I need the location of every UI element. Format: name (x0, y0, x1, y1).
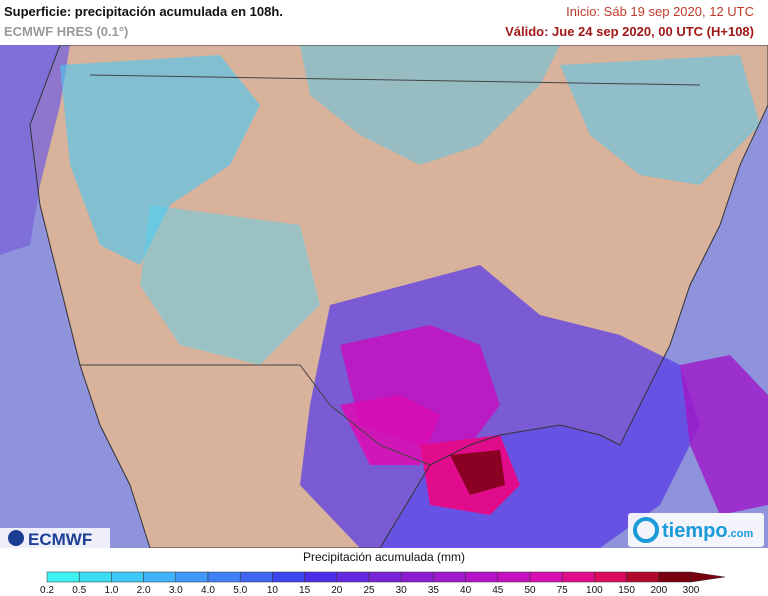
legend-label: 25 (363, 585, 375, 596)
color-segment (497, 571, 531, 583)
color-segment (433, 571, 466, 583)
coastline (29, 45, 768, 548)
legend-label: 150 (618, 585, 635, 596)
color-segment (658, 571, 692, 583)
border (80, 364, 431, 466)
legend-label: 30 (396, 585, 408, 596)
tiempo-logo-bg (628, 513, 764, 547)
map: ECMWF tiempo.com (0, 45, 768, 548)
legend-label: 1.0 (104, 585, 118, 596)
color-segment (465, 571, 499, 583)
border (89, 74, 701, 86)
color-segment (239, 571, 273, 583)
tiempo-logo: tiempo.com (662, 520, 753, 542)
legend-label: 75 (557, 585, 569, 596)
color-segment (336, 571, 370, 583)
color-segment (175, 571, 209, 583)
precip-area (300, 45, 560, 165)
color-segment (207, 571, 241, 583)
precip-area (340, 395, 440, 465)
legend-label: 0.2 (40, 585, 54, 596)
valid-time: Válido: Jue 24 sep 2020, 00 UTC (H+108) (505, 24, 754, 39)
ecmwf-logo-icon (8, 530, 24, 546)
precip-area (60, 55, 260, 265)
legend-label: 200 (650, 585, 667, 596)
tiempo-logo-icon (633, 517, 659, 543)
color-segment (529, 571, 563, 583)
color-segment (594, 571, 627, 583)
legend-label: 4.0 (201, 585, 215, 596)
legend-label: 0.5 (72, 585, 86, 596)
legend: Precipitación acumulada (mm) 0.2 0.5 1.0 2.… (40, 550, 726, 596)
color-segment (626, 571, 660, 583)
legend-label: 50 (524, 585, 536, 596)
color-segment (561, 571, 595, 583)
color-segment (400, 571, 434, 583)
legend-label: 5.0 (233, 585, 247, 596)
legend-label: 20 (331, 585, 343, 596)
tiempo-logo-domain: .com (728, 528, 754, 540)
color-segment (46, 571, 80, 583)
color-segment (111, 571, 144, 583)
legend-title: Precipitación acumulada (mm) (303, 550, 465, 564)
init-time: Inicio: Sáb 19 sep 2020, 12 UTC (566, 4, 754, 19)
color-segment (368, 571, 402, 583)
precip-area (680, 355, 768, 515)
legend-label: 100 (586, 585, 603, 596)
color-arrow (690, 571, 726, 583)
model-label: ECMWF HRES (0.1°) (4, 24, 129, 39)
legend-label: 45 (492, 585, 504, 596)
precip-area (0, 45, 70, 255)
legend-label: 10 (267, 585, 279, 596)
legend-label: 35 (428, 585, 440, 596)
precip-area (560, 55, 760, 185)
legend-label: 3.0 (169, 585, 183, 596)
legend-label: 300 (683, 585, 700, 596)
ecmwf-logo-bg (0, 528, 110, 548)
legend-label: 2.0 (137, 585, 151, 596)
legend-label: 40 (460, 585, 472, 596)
tiempo-logo-word: tiempo (662, 520, 728, 542)
color-segment (304, 571, 338, 583)
precip-area (140, 205, 320, 365)
precip-area (450, 450, 505, 495)
color-segment (143, 571, 177, 583)
color-segment (272, 571, 305, 583)
ecmwf-logo: ECMWF (28, 530, 92, 548)
color-segment (78, 571, 112, 583)
legend-label: 15 (299, 585, 311, 596)
map-title: Superficie: precipitación acumulada en 1… (4, 4, 283, 19)
